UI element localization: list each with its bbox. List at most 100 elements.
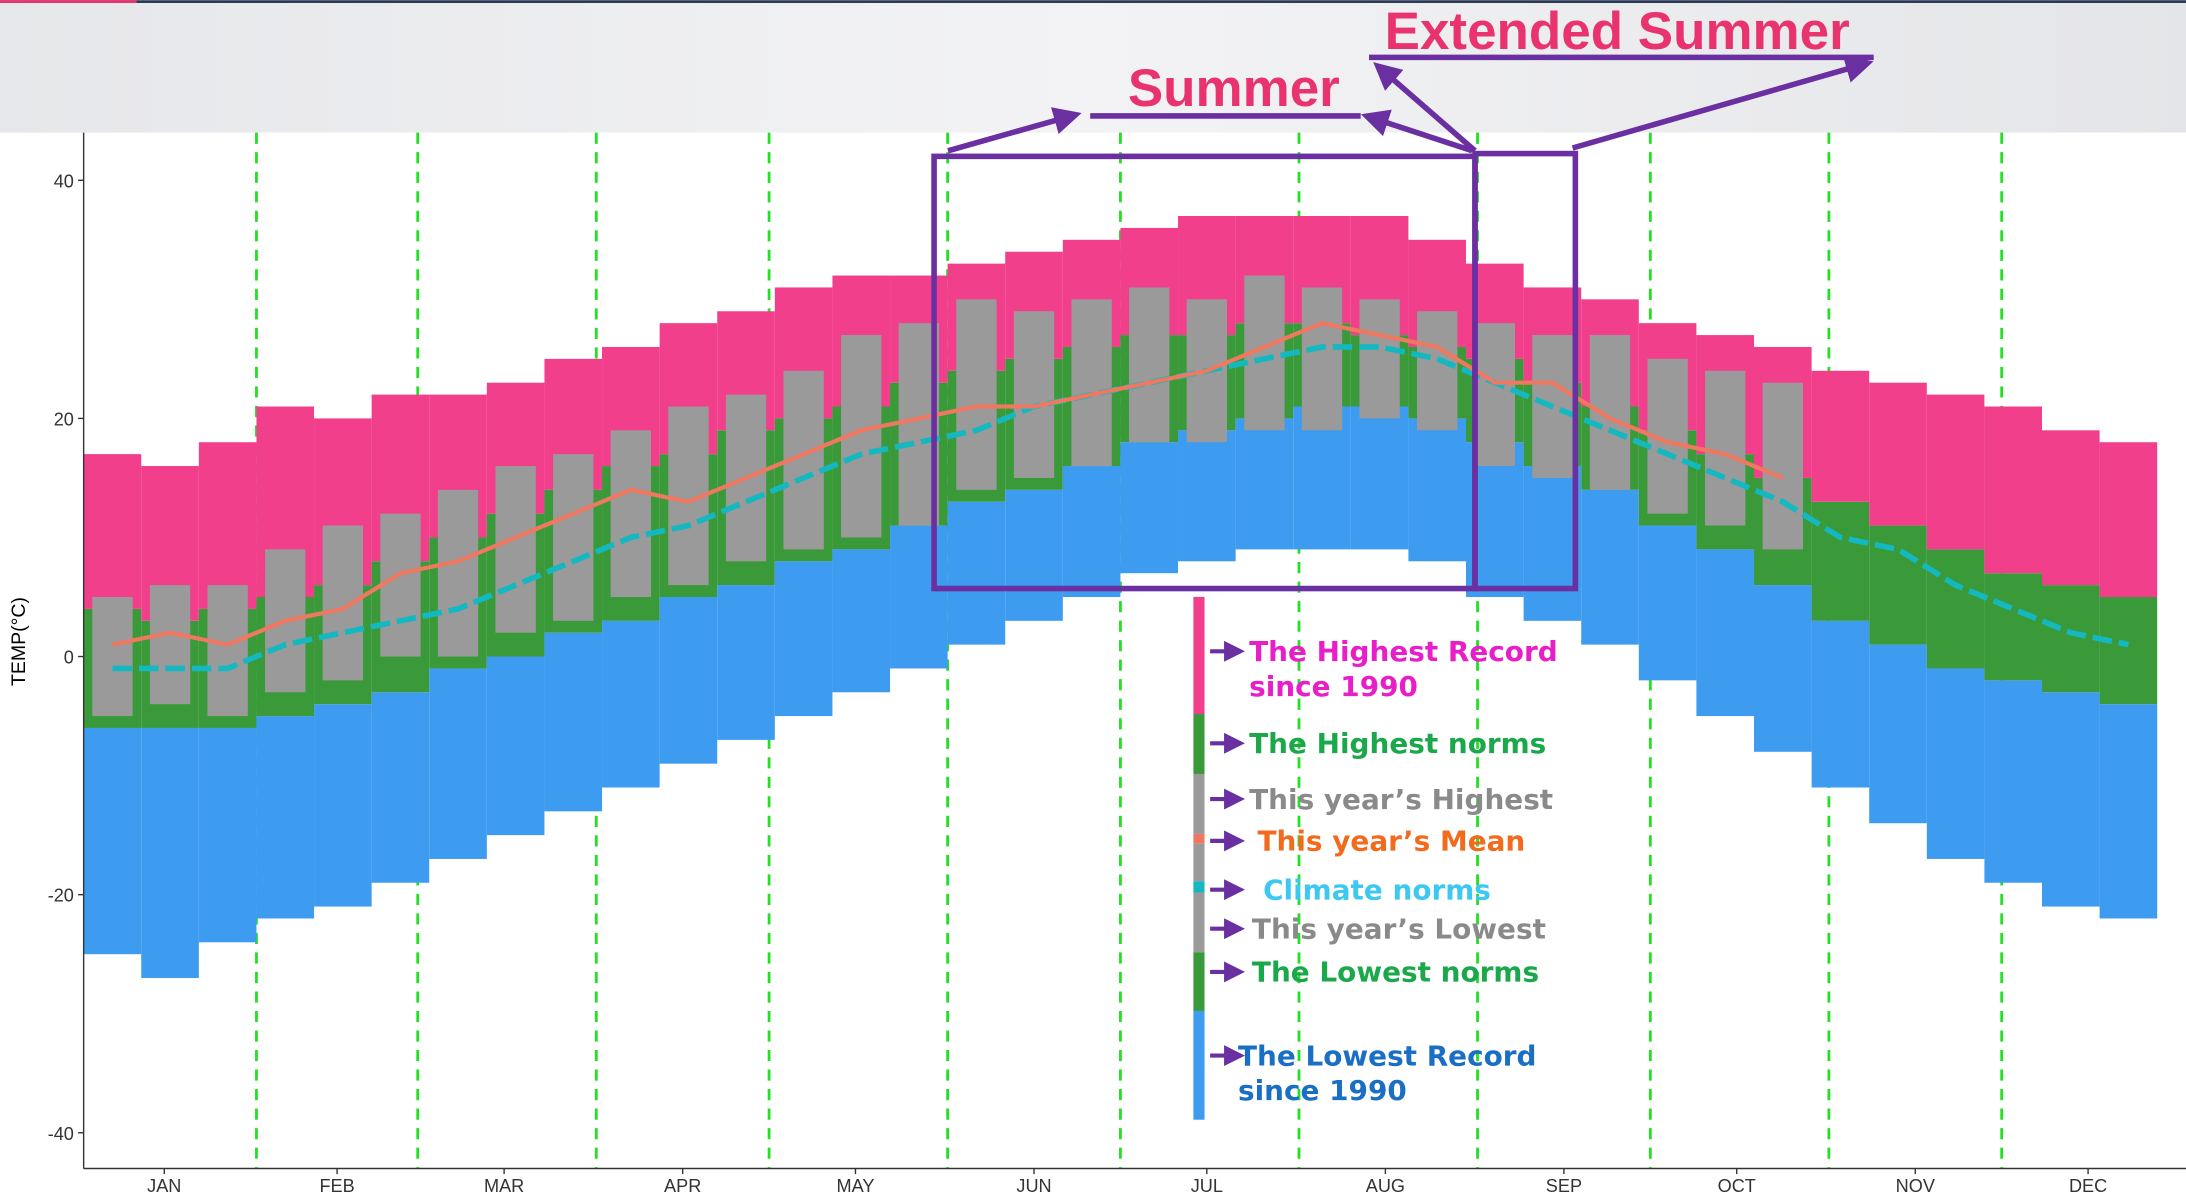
x-tick-label: AUG: [1366, 1176, 1405, 1196]
record-low-bar: [1869, 644, 1927, 824]
record-low-bar: [2042, 692, 2100, 907]
record-low-bar: [1926, 668, 1985, 859]
record-low-bar: [1235, 418, 1294, 550]
record-low-bar: [1581, 489, 1639, 645]
x-tick-label: JUL: [1191, 1176, 1223, 1196]
x-tick-label: NOV: [1896, 1176, 1935, 1196]
record-high-bar: [83, 454, 142, 609]
this-year-range-bar: [1359, 299, 1400, 419]
record-low-bar: [717, 585, 775, 740]
legend-entry: Climate norms: [1263, 873, 1491, 906]
x-tick-label: SEP: [1546, 1176, 1582, 1196]
record-low-bar: [1293, 406, 1351, 550]
record-low-bar: [1350, 406, 1409, 550]
legend-label: The Highest norms: [1249, 726, 1547, 761]
legend-swatch: [1193, 952, 1205, 1011]
extended-box: [1472, 150, 1579, 592]
this-year-range-bar: [437, 489, 479, 657]
record-low-bar: [429, 668, 487, 859]
legend-label: The Lowest Record since 1990: [1237, 1038, 1537, 1108]
legend: The Highest Record since 1990 The Highest…: [1193, 596, 1558, 1120]
record-low-bar: [1984, 680, 2043, 883]
arrow: [947, 107, 1082, 154]
this-year-range-bar: [956, 299, 997, 490]
record-low-bar: [256, 716, 315, 919]
record-low-bar: [1120, 442, 1179, 574]
arrow: [1373, 62, 1477, 153]
this-year-range-bar: [92, 597, 133, 717]
y-tick-label: -40: [48, 1124, 74, 1144]
this-year-range-bar: [149, 585, 191, 705]
legend-entry: The Lowest Record since 1990: [1237, 1038, 1537, 1108]
legend-label: The Highest Record since 1990: [1249, 634, 1558, 703]
record-low-bar: [2099, 704, 2158, 919]
norm-range-bar: [2099, 597, 2158, 705]
record-low-bar: [544, 632, 603, 812]
this-year-range-bar: [1589, 335, 1631, 490]
legend-label: This year’s Mean: [1257, 824, 1526, 858]
y-tick-label: 20: [54, 409, 74, 429]
legend-label: The Lowest norms: [1251, 955, 1540, 989]
legend-label: This year’s Highest: [1249, 782, 1554, 816]
record-low-bar: [83, 727, 142, 955]
record-low-bar: [1408, 418, 1467, 562]
legend-swatch: [1193, 1010, 1205, 1120]
top-rule: [0, 0, 2186, 4]
record-low-bar: [314, 704, 372, 907]
record-high-bar: [1984, 406, 2043, 574]
legend-entry: The Lowest norms: [1251, 955, 1540, 989]
record-low-bar: [371, 692, 430, 883]
legend-swatch: [1193, 833, 1205, 844]
x-tick-label: MAY: [837, 1176, 875, 1196]
record-low-bar: [1178, 430, 1236, 562]
record-low-bar: [947, 501, 1006, 645]
this-year-mean-line: [112, 320, 1784, 647]
x-tick-label: JUN: [1016, 1176, 1051, 1196]
record-low-bar: [1811, 620, 1870, 788]
x-tick-label: DEC: [2069, 1176, 2107, 1196]
this-year-range-bar: [1071, 299, 1112, 467]
plot-area: -40 -20 0 20 40 JAN FEB MAR APR MAY JUN JUL AUG SEP OC…: [48, 132, 2186, 1196]
record-high-bar: [2042, 430, 2100, 586]
arrow: [1360, 109, 1474, 154]
norm-range-bar: [2042, 585, 2100, 693]
record-low-bar: [1696, 549, 1755, 717]
climate-norm-line: [112, 344, 2129, 672]
legend-swatch: [1193, 596, 1205, 715]
record-low-bar: [1754, 585, 1812, 752]
record-high-bar: [198, 442, 257, 609]
this-year-range-bar: [1705, 370, 1746, 526]
record-high-bar: [1811, 370, 1870, 502]
legend-entry: This year’s Highest: [1249, 782, 1554, 816]
y-tick-label: 40: [54, 171, 74, 191]
legend-swatch: [1193, 881, 1205, 893]
x-tick-label: OCT: [1718, 1176, 1756, 1196]
legend-swatch: [1193, 773, 1205, 834]
record-high-bar: [1869, 382, 1927, 526]
record-low-bar: [1005, 489, 1063, 621]
y-tick-label: 0: [64, 648, 74, 668]
legend-entry: This year’s Mean: [1257, 824, 1526, 858]
x-tick-label: FEB: [319, 1176, 354, 1196]
y-axis-label: TEMP(°C): [8, 597, 30, 686]
record-low-bar: [1062, 466, 1121, 598]
record-low-bar: [890, 525, 948, 669]
x-tick-label: APR: [664, 1176, 701, 1196]
record-low-bar: [486, 656, 545, 836]
this-year-range-bar: [1474, 323, 1515, 467]
record-low-bar: [774, 561, 833, 717]
record-low-bar: [1638, 525, 1697, 681]
norm-range-bar: [1984, 573, 2043, 681]
legend-entry: This year’s Lowest: [1252, 912, 1546, 945]
record-high-bar: [1926, 394, 1985, 550]
this-year-range-bar: [495, 466, 536, 633]
summer-label: Summer: [1128, 59, 1340, 118]
record-low-bar: [1523, 466, 1582, 621]
arrow: [1571, 55, 1874, 151]
y-tick-label: -20: [48, 886, 74, 906]
this-year-range-bar: [322, 525, 364, 681]
this-year-range-bar: [1301, 287, 1343, 431]
legend-swatch: [1193, 714, 1205, 774]
